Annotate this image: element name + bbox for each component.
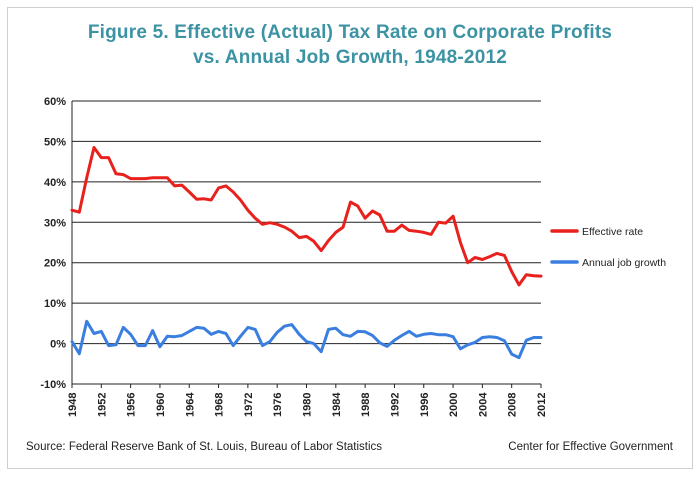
x-tick-label: 1968 [214,393,226,417]
y-tick-label: 50% [44,136,66,148]
x-tick-label: 1980 [302,393,314,417]
x-tick-label: 2000 [448,393,460,417]
x-tick-label: 1984 [331,392,343,417]
x-tick-label: 1964 [184,392,196,417]
series-line-job-growth [70,319,543,360]
chart-subtitle: vs. Annual Job Growth, 1948-2012 [192,47,508,68]
x-tick-label: 1956 [126,393,138,417]
x-axis: 1948 1952 1956 1960 1964 1968 1972 1976 1980 1984… [67,384,548,417]
x-tick-label: 1992 [389,393,401,417]
chart-frame [7,7,693,469]
source-note: Source: Federal Reserve Bank of St. Loui… [26,441,383,453]
y-tick-label: 10% [44,298,66,310]
y-tick-label: 30% [44,217,66,229]
chart-title: Figure 5. Effective (Actual) Tax Rate on… [87,22,613,43]
x-tick-label: 1960 [155,393,167,417]
y-tick-label: 40% [44,177,66,189]
y-tick-label: 60% [44,96,66,108]
x-tick-label: 1972 [243,393,255,417]
x-tick-label: 1952 [96,393,108,417]
x-tick-label: 2012 [536,393,548,417]
x-tick-label: 1988 [360,393,372,417]
legend-label: Annual job growth [582,257,666,269]
series-lines [70,146,543,360]
legend-label: Effective rate [582,226,643,238]
credit-note: Center for Effective Government [508,441,673,453]
x-tick-label: 1996 [419,393,431,417]
y-tick-label: 0% [50,339,66,351]
x-tick-label: 1976 [272,393,284,417]
legend: Effective rate Annual job growth [550,226,666,269]
series-line-effective-rate [70,146,543,287]
x-tick-label: 1948 [67,393,79,417]
x-tick-label: 2004 [477,392,489,417]
gridlines [72,100,541,385]
y-axis: 60% 50% 40% 30% 20% 10% 0% -10% [40,96,73,391]
y-tick-label: 20% [44,258,66,270]
y-tick-label: -10% [40,379,66,391]
x-tick-label: 2008 [507,393,519,417]
